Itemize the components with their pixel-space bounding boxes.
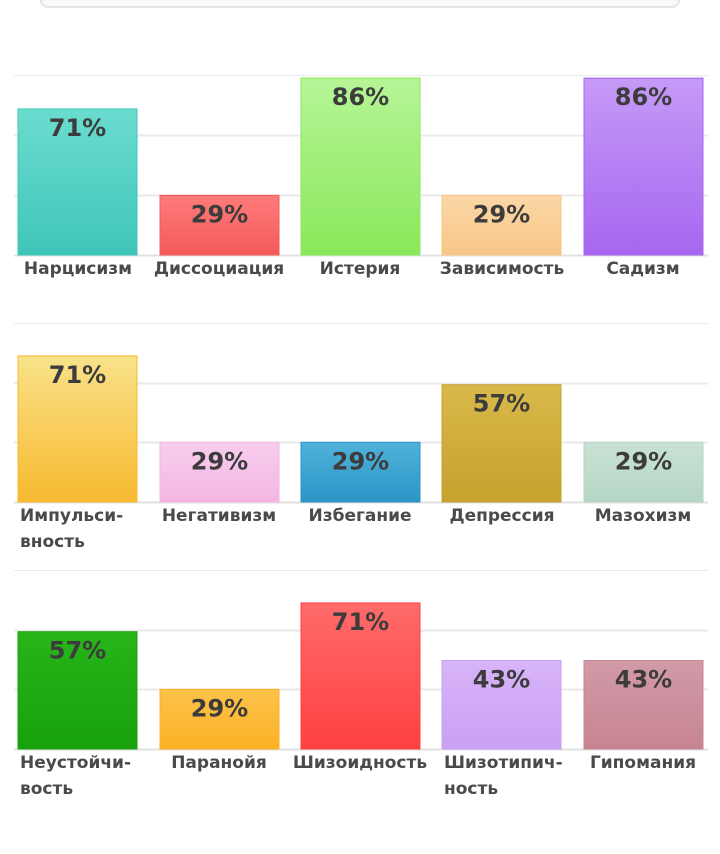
category-label-line: ность (444, 779, 499, 799)
category-label: Избегание (285, 503, 435, 529)
category-label: Депрессия (427, 503, 577, 529)
value-label: 71% (332, 608, 389, 636)
category-label: Паранойя (144, 750, 294, 776)
value-label: 57% (49, 637, 106, 665)
bar-3-5 (583, 660, 704, 750)
value-label: 29% (191, 447, 248, 475)
value-label: 29% (191, 694, 248, 722)
category-label: Импульси-вность (20, 503, 123, 555)
bar-3-3 (300, 602, 421, 750)
bar-2-1 (17, 355, 138, 503)
category-label-line: Импульси- (20, 506, 124, 526)
bar-2-5 (583, 441, 704, 503)
category-label-line: Неустойчи- (20, 753, 131, 773)
bar-2-4 (441, 384, 562, 503)
chart-panel-1: 71% 29% 86% 29% 86% (14, 75, 708, 257)
bar-3-4 (441, 660, 562, 750)
category-label: Негативизм (144, 503, 294, 529)
category-label: Нарцисизм (3, 256, 153, 282)
chart-panel-2: 71% 29% 29% 57% 29% (14, 323, 708, 504)
category-label-line: Паранойя (171, 753, 267, 773)
value-label: 43% (473, 666, 530, 694)
category-label-line: Садизм (606, 259, 680, 279)
bar-2-3 (300, 441, 421, 503)
category-label: Зависимость (427, 256, 577, 282)
value-label: 86% (615, 83, 672, 111)
category-label-line: Негативизм (161, 506, 277, 526)
value-label: 71% (49, 361, 106, 389)
bar-3-1 (17, 631, 138, 750)
bar-3-2 (159, 688, 280, 750)
category-label: Истерия (285, 256, 435, 282)
category-label-line: Гипомания (589, 753, 697, 773)
category-label-line: вность (20, 532, 85, 552)
category-label-line: вость (20, 779, 74, 799)
category-label: Шизоидность (285, 750, 435, 776)
value-label: 29% (332, 447, 389, 475)
value-label: 29% (615, 447, 672, 475)
value-label: 86% (332, 83, 389, 111)
bar-1-5 (583, 77, 704, 256)
category-label: Гипомания (568, 750, 718, 776)
bar-1-1 (17, 108, 138, 256)
category-label-line: Истерия (319, 259, 401, 279)
value-label: 57% (473, 390, 530, 418)
bar-1-4 (441, 194, 562, 256)
value-label: 43% (615, 666, 672, 694)
chart-panel-3: 57% 29% 71% 43% 43% (14, 570, 708, 751)
bar-2-2 (159, 441, 280, 503)
category-label: Неустойчи-вость (20, 750, 131, 802)
category-label-line: Шизотипич- (444, 753, 563, 773)
category-label-line: Мазохизм (594, 506, 692, 526)
category-label-line: Шизоидность (292, 753, 428, 773)
value-label: 29% (473, 200, 530, 228)
category-label-line: Избегание (308, 506, 412, 526)
category-label-line: Депрессия (449, 506, 555, 526)
bar-1-3 (300, 77, 421, 256)
value-label: 29% (191, 200, 248, 228)
category-label-line: Нарцисизм (23, 259, 133, 279)
category-label: Диссоциация (144, 256, 294, 282)
category-label: Мазохизм (568, 503, 718, 529)
value-label: 71% (49, 114, 106, 142)
category-label: Садизм (568, 256, 718, 282)
category-label-line: Диссоциация (153, 259, 285, 279)
category-label-line: Зависимость (439, 259, 565, 279)
bar-1-2 (159, 194, 280, 256)
category-label: Шизотипич-ность (444, 750, 563, 802)
